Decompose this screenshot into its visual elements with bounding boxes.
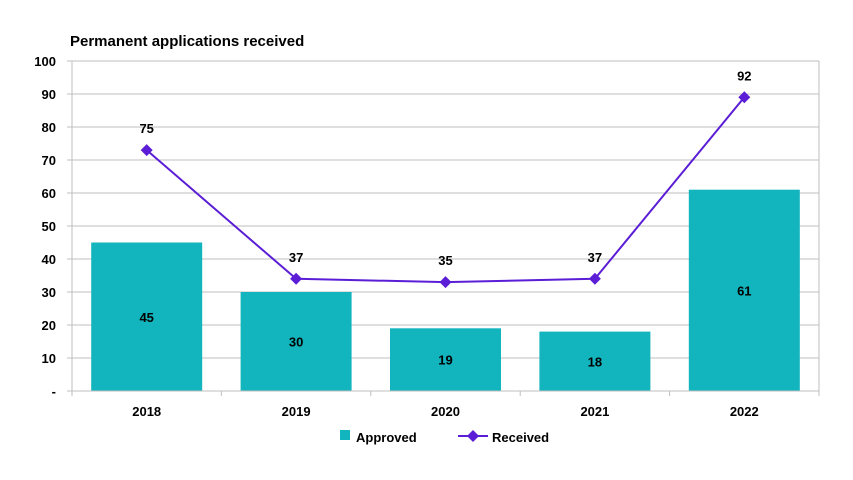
legend: Approved Received [340,430,549,445]
bar-approved [390,328,501,391]
x-tick-label: 2019 [282,404,311,419]
x-tick-label: 2022 [730,404,759,419]
received-marker [588,272,601,285]
x-axis: 2018 2019 2020 2021 2022 [71,390,820,419]
y-tick-label: 60 [42,186,56,201]
x-tick-label: 2020 [431,404,460,419]
y-tick-label: 30 [42,285,56,300]
received-marker [140,144,153,157]
x-tick-label: 2021 [580,404,609,419]
bar-approved [688,189,800,391]
bar-data-label: 45 [139,310,153,325]
received-marker [290,272,303,285]
legend-approved-label: Approved [356,430,417,445]
y-tick-label: 20 [42,318,56,333]
bar-approved [91,242,203,391]
y-axis: - 10 20 30 40 50 60 70 80 90 100 [34,54,73,399]
legend-received-marker [467,430,479,442]
received-line: 75 37 35 37 92 [139,68,752,289]
x-tick-label: 2018 [132,404,161,419]
y-tick-label: 100 [34,54,56,69]
approved-bars: 45 30 19 18 61 [91,189,800,391]
legend-received-label: Received [492,430,549,445]
y-tick-label: - [52,384,56,399]
bar-data-label: 18 [588,354,602,369]
line-data-label: 37 [289,250,303,265]
y-tick-label: 80 [42,120,56,135]
bar-data-label: 61 [737,283,751,298]
legend-approved-swatch [340,430,350,440]
y-tick-label: 40 [42,252,56,267]
y-tick-label: 50 [42,219,56,234]
line-data-label: 37 [588,250,602,265]
y-tick-label: 10 [42,351,56,366]
bar-approved [240,292,352,391]
line-data-label: 35 [438,253,452,268]
chart-title: Permanent applications received [70,33,304,50]
received-marker [738,91,751,104]
bar-data-label: 30 [289,335,303,350]
bar-approved [539,331,651,391]
line-data-label: 92 [737,68,751,83]
y-tick-label: 70 [42,153,56,168]
y-tick-label: 90 [42,87,56,102]
received-marker [439,276,452,289]
bar-data-label: 19 [438,353,452,368]
line-data-label: 75 [139,121,153,136]
